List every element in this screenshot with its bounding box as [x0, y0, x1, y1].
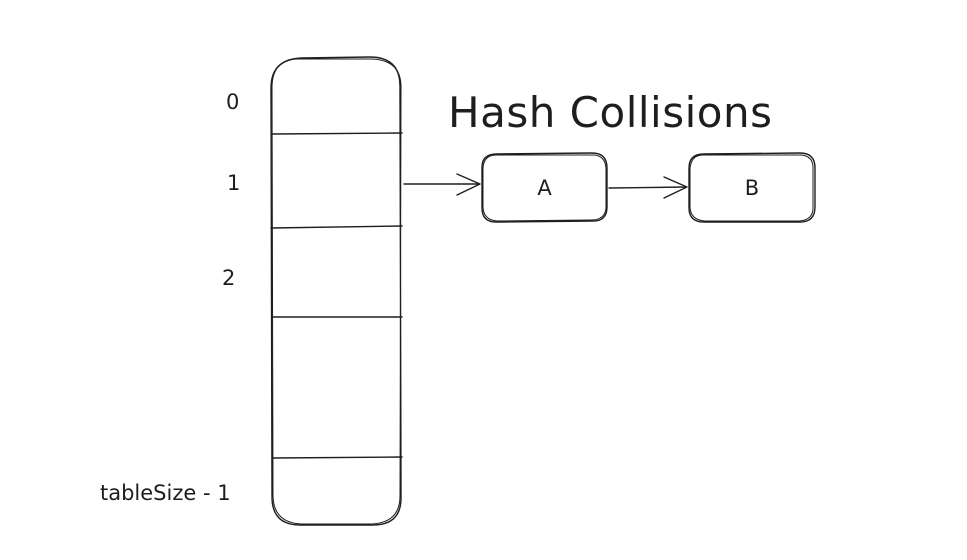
slot-divider — [270, 225, 403, 229]
index-label-2: 2 — [222, 266, 236, 290]
arrow-slot1-to-node-a — [403, 173, 481, 196]
slot-divider — [271, 456, 403, 459]
index-label-last: tableSize - 1 — [100, 481, 231, 505]
slot-divider — [271, 132, 403, 135]
diagram-title: Hash Collisions — [448, 88, 773, 137]
hash-table-array — [270, 56, 402, 526]
node-b-label: B — [744, 176, 760, 200]
arrow-node-a-to-node-b — [608, 176, 688, 199]
node-b-box — [688, 152, 816, 223]
slot-dividers — [270, 132, 403, 459]
node-a-label: A — [537, 176, 552, 200]
index-label-0: 0 — [226, 90, 240, 114]
index-label-1: 1 — [227, 171, 241, 195]
node-a-box — [481, 152, 608, 223]
